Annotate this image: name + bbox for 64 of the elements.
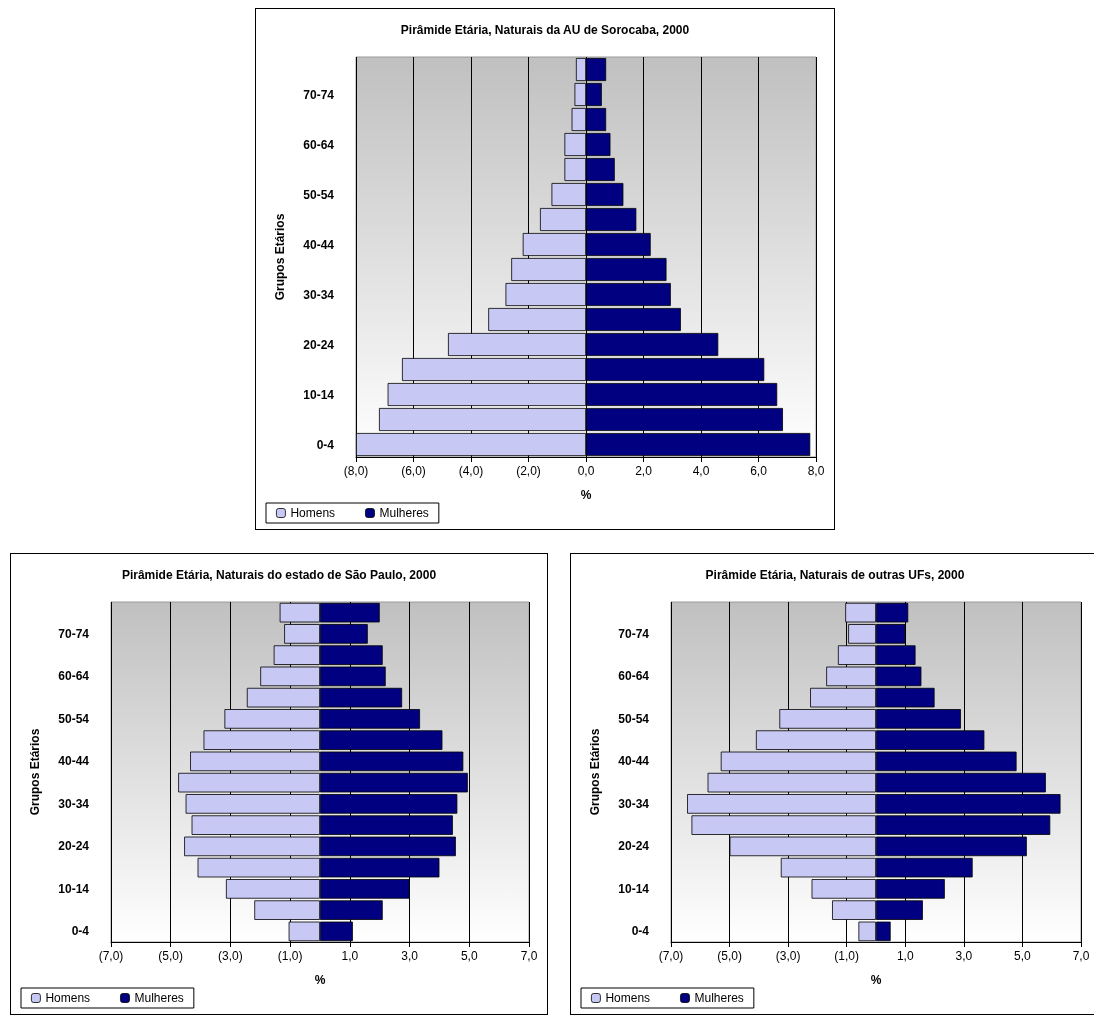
x-tick-label: (5,0) (717, 949, 742, 963)
x-tick-label: 0,0 (577, 464, 595, 478)
x-tick-label: 8,0 (807, 464, 825, 478)
y-tick-label: 0-4 (631, 924, 650, 939)
x-tick-label: (3,0) (775, 949, 801, 963)
legend-label: Mulheres (694, 991, 744, 1005)
x-tick-label: 1,0 (341, 949, 359, 963)
x-tick-label: (6,0) (401, 464, 426, 478)
y-tick-label: 20-24 (58, 839, 90, 854)
chart-title: Pirâmide Etária, Naturais de outras UFs, 2000 (705, 568, 965, 582)
x-axis-title: % (870, 973, 882, 987)
y-tick-label: 20-24 (618, 839, 650, 854)
x-tick-label: (1,0) (834, 949, 860, 963)
x-tick-label: 7,0 (1072, 949, 1090, 963)
y-tick-label: 0-4 (316, 437, 335, 452)
legend-label: Mulheres (134, 991, 184, 1005)
y-tick-label: 10-14 (58, 881, 90, 896)
y-tick-label: 0-4 (71, 924, 90, 939)
legend-label: Homens (290, 506, 336, 520)
x-tick-label: (3,0) (218, 949, 243, 963)
x-tick-label: 4,0 (692, 464, 710, 478)
y-tick-label: 60-64 (618, 669, 650, 684)
y-axis-title: Grupos Etários (588, 728, 602, 816)
x-tick-label: (8,0) (343, 464, 369, 478)
x-tick-label: (7,0) (658, 949, 684, 963)
y-tick-label: 20-24 (303, 337, 335, 352)
x-tick-label: 6,0 (750, 464, 768, 478)
x-tick-label: 3,0 (955, 949, 973, 963)
x-tick-label: (1,0) (277, 949, 303, 963)
y-tick-label: 50-54 (303, 187, 335, 202)
y-tick-label: 40-44 (303, 237, 335, 252)
y-tick-label: 50-54 (618, 711, 650, 726)
x-tick-label: (5,0) (158, 949, 184, 963)
y-tick-label: 30-34 (58, 796, 90, 811)
chart-title: Pirâmide Etária, Naturais da AU de Sorocaba, 2000 (400, 23, 690, 37)
y-tick-label: 10-14 (618, 881, 650, 896)
y-tick-label: 70-74 (303, 87, 335, 102)
chart-title: Pirâmide Etária, Naturais do estado de São Paulo, 2000 (121, 568, 437, 582)
x-tick-label: 3,0 (401, 949, 419, 963)
x-axis-title: % (580, 488, 592, 502)
x-tick-label: (7,0) (98, 949, 124, 963)
y-tick-label: 40-44 (618, 754, 650, 769)
y-tick-label: 40-44 (58, 754, 90, 769)
x-tick-label: 7,0 (520, 949, 538, 963)
y-tick-label: 60-64 (303, 137, 335, 152)
legend-label: Homens (605, 991, 651, 1005)
x-tick-label: (2,0) (516, 464, 541, 478)
y-axis-title: Grupos Etários (28, 728, 42, 816)
y-tick-label: 10-14 (303, 387, 335, 402)
y-tick-label: 70-74 (618, 626, 650, 641)
x-tick-label: (4,0) (458, 464, 484, 478)
x-tick-label: 2,0 (635, 464, 653, 478)
y-tick-label: 30-34 (618, 796, 650, 811)
legend-label: Homens (45, 991, 91, 1005)
y-tick-label: 70-74 (58, 626, 90, 641)
legend-label: Mulheres (379, 506, 429, 520)
x-tick-label: 1,0 (896, 949, 914, 963)
x-tick-label: 5,0 (460, 949, 478, 963)
y-tick-label: 50-54 (58, 711, 90, 726)
y-axis-title: Grupos Etários (273, 213, 287, 301)
x-axis-title: % (314, 973, 326, 987)
x-tick-label: 5,0 (1014, 949, 1032, 963)
y-tick-label: 60-64 (58, 669, 90, 684)
y-tick-label: 30-34 (303, 287, 335, 302)
